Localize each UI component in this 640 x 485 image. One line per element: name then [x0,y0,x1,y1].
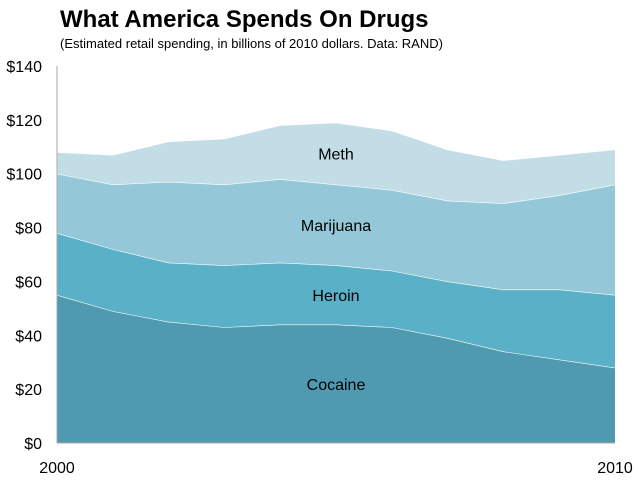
boundary-line-meth [56,121,616,161]
y-tick-label: $20 [15,382,42,399]
y-tick-label: $40 [15,328,42,345]
series-label-marijuana: Marijuana [301,218,371,235]
area-cocaine [57,294,615,443]
y-tick-label: $120 [6,113,42,130]
series-label-meth: Meth [318,147,354,164]
area-marijuana [57,173,615,295]
x-tick-label: 2000 [39,460,75,477]
area-layers [56,121,616,443]
y-tick-label: $140 [6,59,42,76]
chart-title: What America Spends On Drugs [60,6,429,33]
y-tick-label: $100 [6,167,42,184]
series-labels: Cocaine Heroin Marijuana Meth [301,147,371,394]
y-tick-label: $60 [15,274,42,291]
axes: $0 $20 $40 $60 $80 $100 $120 $140 2000 2010 [6,59,632,477]
x-tick-label: 2010 [597,460,633,477]
series-label-heroin: Heroin [312,288,359,305]
chart-subtitle: (Estimated retail spending, in billions … [60,36,443,51]
series-label-cocaine: Cocaine [307,377,366,394]
y-tick-label: $80 [15,221,42,238]
area-heroin [57,233,615,368]
y-tick-label: $0 [24,436,42,453]
area-meth [57,122,615,204]
